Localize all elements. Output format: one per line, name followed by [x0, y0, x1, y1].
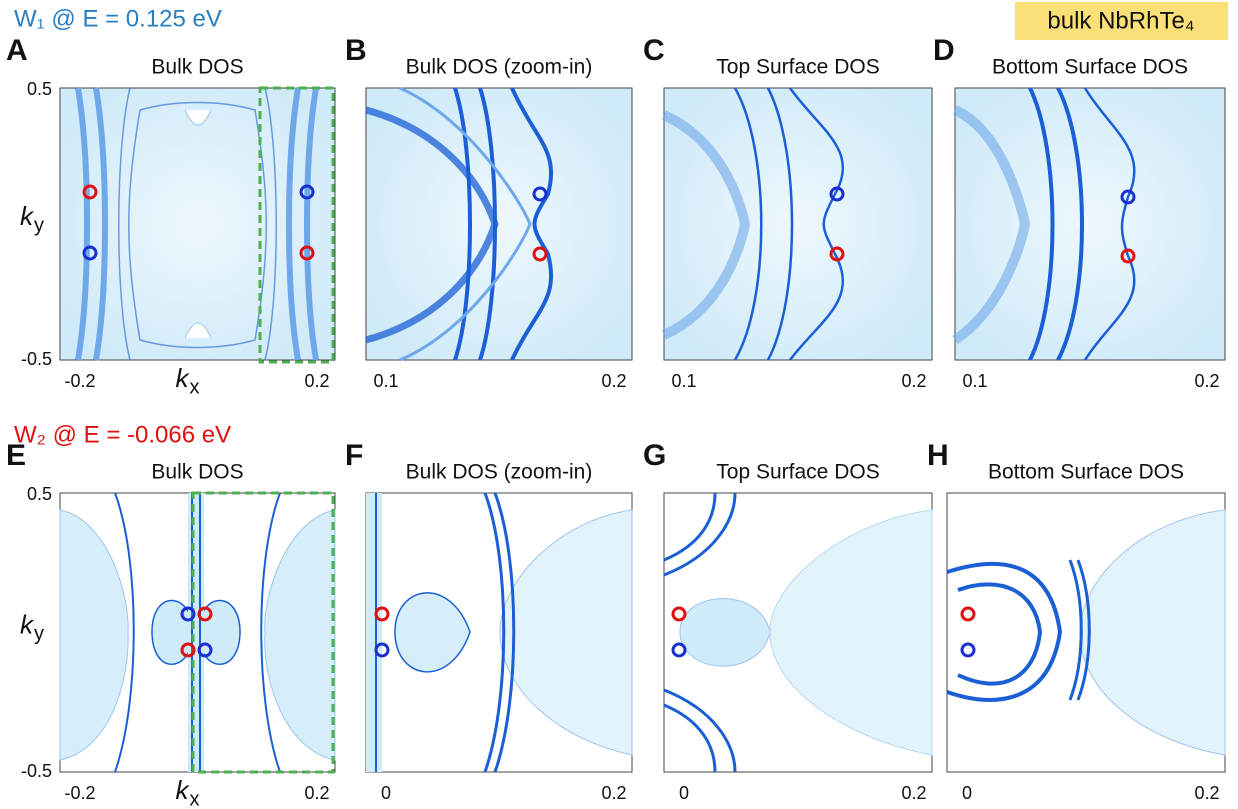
y-tick-label: 0.5 [27, 79, 52, 99]
panel-letter: G [643, 439, 666, 472]
x-tick-label: 0.2 [901, 783, 926, 803]
x-tick-label: -0.2 [64, 371, 95, 391]
panel-letter: C [643, 34, 665, 67]
panel-title: Bulk DOS (zoom-in) [406, 461, 593, 484]
panel-letter: E [6, 439, 26, 472]
panel-title: Bulk DOS [151, 461, 243, 484]
axis-subscript: x [190, 376, 200, 398]
panel-title: Top Surface DOS [716, 56, 879, 79]
x-tick-label: 0 [679, 783, 689, 803]
material-label: bulk NbRhTe₄ [1047, 7, 1194, 34]
x-tick-label: 0.2 [304, 371, 329, 391]
dos-maps [59, 86, 1226, 774]
panel-title: Top Surface DOS [716, 461, 879, 484]
axis-subscript: x [190, 788, 200, 809]
panel-letter: B [345, 34, 367, 67]
x-tick-label: 0.1 [671, 371, 696, 391]
x-tick-label: 0.2 [601, 371, 626, 391]
x-tick-label: 0 [962, 783, 972, 803]
axis-subscript: y [34, 623, 44, 645]
x-tick-label: 0.2 [1194, 783, 1219, 803]
x-tick-label: 0.2 [901, 371, 926, 391]
panel-letter: A [6, 34, 28, 67]
row2-header: W₂ @ E = -0.066 eV [14, 421, 231, 448]
axis-symbol: k [176, 775, 191, 805]
x-tick-label: 0.1 [962, 371, 987, 391]
y-tick-label: 0.5 [27, 484, 52, 504]
row1-header: W₁ @ E = 0.125 eV [14, 5, 222, 32]
x-tick-label: -0.2 [64, 783, 95, 803]
panel-letter: D [933, 34, 955, 67]
y-tick-label: -0.5 [21, 761, 52, 781]
panel-title: Bottom Surface DOS [992, 56, 1188, 79]
panel-letter: H [927, 439, 949, 472]
axis-subscript: y [34, 214, 44, 236]
panel-letter: F [345, 439, 363, 472]
y-tick-label: -0.5 [21, 349, 52, 369]
panel-title: Bulk DOS (zoom-in) [406, 56, 593, 79]
x-tick-label: 0 [381, 783, 391, 803]
x-tick-label: 0.1 [373, 371, 398, 391]
x-tick-label: 0.2 [304, 783, 329, 803]
panel-title: Bottom Surface DOS [988, 461, 1184, 484]
x-tick-label: 0.2 [601, 783, 626, 803]
material-box [1015, 2, 1228, 40]
axis-symbol: k [20, 201, 35, 231]
panel-title: Bulk DOS [151, 56, 243, 79]
axis-symbol: k [176, 363, 191, 393]
x-tick-label: 0.2 [1194, 371, 1219, 391]
axis-symbol: k [20, 609, 35, 639]
